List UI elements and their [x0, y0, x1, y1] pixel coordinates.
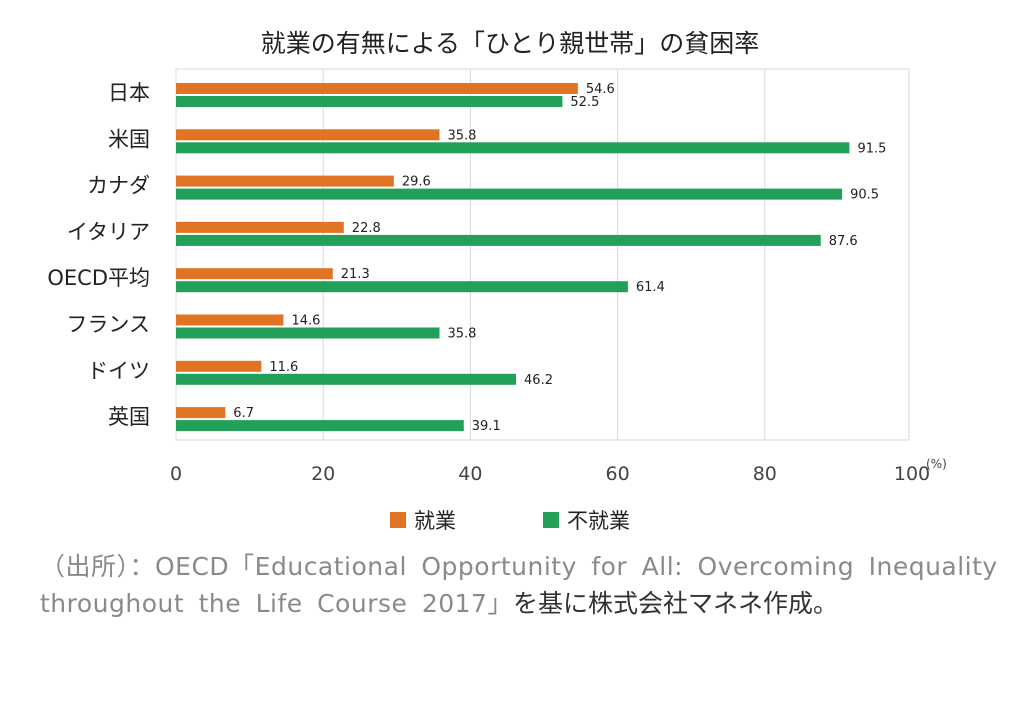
x-tick-label: 0: [170, 463, 182, 485]
data-label-employed: 22.8: [352, 221, 381, 236]
bar-unemployed: [176, 420, 464, 432]
legend-swatch: [390, 512, 406, 528]
bar-unemployed: [176, 96, 563, 107]
data-label-unemployed: 35.8: [447, 327, 476, 342]
source-caption: （出所）：OECD「Educational Opportunity for Al…: [40, 548, 1000, 622]
bar-employed: [176, 175, 394, 187]
legend-swatch: [543, 512, 559, 528]
data-label-employed: 11.6: [269, 360, 298, 375]
category-label: OECD平均: [47, 266, 150, 290]
category-label: ドイツ: [87, 359, 150, 383]
bar-employed: [176, 221, 344, 233]
legend-label: 不就業: [567, 509, 630, 533]
category-label: 日本: [108, 81, 150, 105]
bar-employed: [176, 268, 333, 280]
bar-employed: [176, 314, 284, 326]
data-label-unemployed: 61.4: [636, 280, 665, 295]
bar-unemployed: [176, 373, 517, 385]
bar-unemployed: [176, 142, 850, 154]
source-caption-text: （出所）：OECD「Educational Opportunity for Al…: [40, 552, 998, 618]
bar-employed: [176, 83, 578, 94]
bar-employed: [176, 129, 440, 141]
x-tick-label: 60: [606, 463, 630, 485]
x-unit-label: (%): [926, 457, 947, 471]
legend-label: 就業: [414, 509, 456, 533]
x-tick-label: 20: [311, 463, 335, 485]
bar-unemployed: [176, 234, 821, 246]
data-label-unemployed: 39.1: [472, 419, 501, 434]
data-label-unemployed: 90.5: [850, 188, 879, 203]
data-label-employed: 21.3: [341, 267, 370, 282]
chart-title: 就業の有無による「ひとり親世帯」の貧困率: [261, 29, 760, 58]
data-label-unemployed: 87.6: [829, 234, 858, 249]
x-tick-label: 100: [894, 463, 930, 485]
data-label-employed: 29.6: [402, 175, 431, 190]
category-label: フランス: [66, 313, 150, 337]
bar-employed: [176, 360, 262, 372]
bar-unemployed: [176, 281, 628, 293]
data-label-unemployed: 91.5: [857, 141, 886, 156]
category-label: カナダ: [87, 174, 150, 198]
x-tick-label: 40: [458, 463, 482, 485]
x-tick-label: 80: [753, 463, 777, 485]
source-caption-tail: を基に株式会社マネネ作成。: [512, 589, 838, 618]
bar-unemployed: [176, 188, 843, 200]
data-label-unemployed: 46.2: [524, 373, 553, 388]
data-label-employed: 54.6: [586, 82, 615, 97]
bar-unemployed: [176, 327, 440, 339]
data-label-unemployed: 52.5: [570, 95, 599, 110]
category-label: イタリア: [67, 220, 150, 244]
data-label-employed: 6.7: [233, 406, 254, 421]
category-label: 英国: [108, 405, 150, 429]
category-label: 米国: [108, 127, 150, 151]
data-label-employed: 14.6: [291, 314, 320, 329]
bar-chart: 就業の有無による「ひとり親世帯」の貧困率 0 20 40 60 80 100(%) 日本 54.…: [47, 29, 947, 533]
data-label-employed: 35.8: [447, 128, 476, 143]
bar-employed: [176, 407, 226, 419]
